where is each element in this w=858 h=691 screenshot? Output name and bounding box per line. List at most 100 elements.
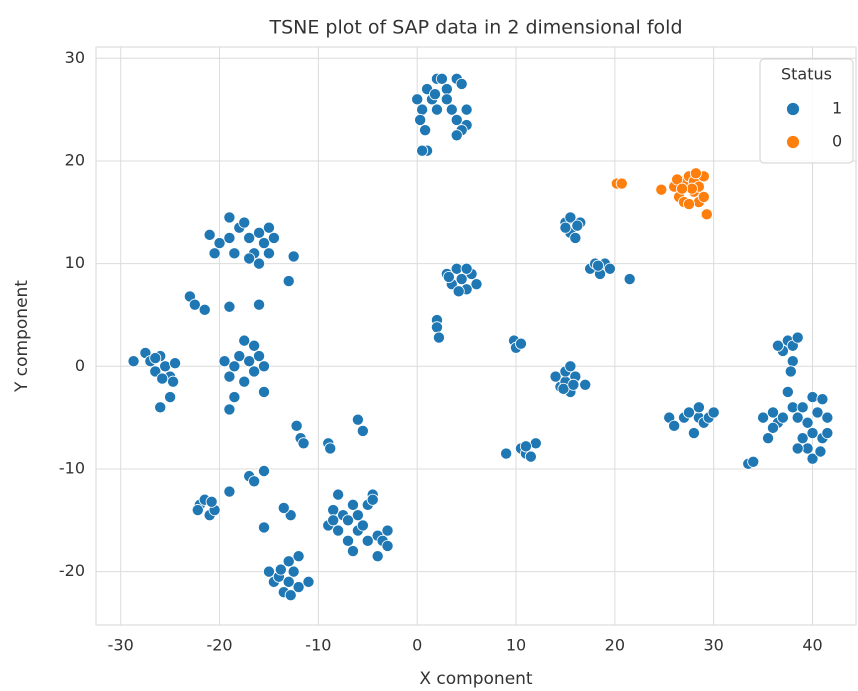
point	[524, 450, 537, 463]
point	[356, 519, 369, 532]
point	[455, 273, 468, 286]
point	[676, 182, 689, 195]
point	[579, 378, 592, 391]
point	[747, 455, 760, 468]
point	[188, 298, 201, 311]
point	[776, 411, 789, 424]
point	[213, 237, 226, 250]
point	[416, 103, 429, 116]
point	[655, 183, 668, 196]
point	[169, 357, 182, 370]
y-tick-label: -20	[59, 561, 85, 580]
point	[167, 375, 180, 388]
point	[371, 550, 384, 563]
point	[223, 211, 236, 224]
point	[287, 565, 300, 578]
point	[762, 432, 775, 445]
point	[430, 103, 443, 116]
point	[351, 413, 364, 426]
point	[806, 427, 819, 440]
point	[127, 355, 140, 368]
point	[687, 427, 700, 440]
point	[238, 334, 251, 347]
point	[262, 565, 275, 578]
point	[253, 350, 266, 363]
point	[253, 298, 266, 311]
point	[816, 393, 829, 406]
point	[757, 411, 770, 424]
point	[208, 247, 221, 260]
series	[610, 167, 713, 221]
point	[258, 237, 271, 250]
point	[248, 339, 261, 352]
point	[450, 113, 463, 126]
point	[282, 555, 295, 568]
point	[277, 501, 290, 514]
x-tick-label: 0	[412, 636, 422, 655]
point	[766, 421, 779, 434]
point	[571, 219, 584, 232]
point	[191, 504, 204, 517]
point	[821, 411, 834, 424]
point	[689, 167, 702, 180]
point	[243, 231, 256, 244]
series	[127, 72, 834, 602]
point	[267, 231, 280, 244]
point	[361, 534, 374, 547]
point	[440, 83, 453, 96]
point	[282, 575, 295, 588]
point	[784, 365, 797, 378]
y-tick-label: -10	[59, 458, 85, 477]
point	[414, 113, 427, 126]
point	[781, 385, 794, 398]
point	[332, 524, 345, 537]
point	[159, 360, 172, 373]
point	[332, 488, 345, 501]
point	[287, 250, 300, 263]
point	[806, 391, 819, 404]
point	[529, 437, 542, 450]
point	[445, 103, 458, 116]
point	[156, 372, 169, 385]
point	[796, 401, 809, 414]
point	[821, 427, 834, 440]
x-tick-label: 20	[605, 636, 625, 655]
point	[198, 303, 211, 316]
y-tick-label: 20	[65, 150, 85, 169]
x-tick-label: 30	[704, 636, 724, 655]
point	[356, 424, 369, 437]
point	[248, 365, 261, 378]
point	[791, 411, 804, 424]
point	[238, 216, 251, 229]
y-tick-label: 10	[65, 253, 85, 272]
x-tick-label: 10	[506, 636, 526, 655]
point	[806, 452, 819, 465]
point	[258, 385, 271, 398]
point	[442, 270, 455, 283]
point	[460, 103, 473, 116]
point	[671, 173, 684, 186]
point	[682, 406, 695, 419]
point	[707, 406, 720, 419]
point	[262, 221, 275, 234]
point	[811, 406, 824, 419]
point	[223, 485, 236, 498]
chart-title: TSNE plot of SAP data in 2 dimensional f…	[269, 17, 683, 39]
point	[419, 124, 432, 137]
point	[262, 247, 275, 260]
x-axis-label: X component	[419, 669, 533, 689]
point	[149, 352, 162, 365]
legend-marker	[786, 102, 800, 116]
point	[164, 391, 177, 404]
point	[258, 521, 271, 534]
point	[282, 275, 295, 288]
point	[801, 416, 814, 429]
x-tick-label: -20	[206, 636, 232, 655]
point	[514, 337, 527, 350]
point	[290, 419, 303, 432]
point	[292, 550, 305, 563]
point	[342, 514, 355, 527]
point	[327, 504, 340, 517]
point	[549, 370, 562, 383]
y-axis-label: Y component	[12, 280, 32, 393]
